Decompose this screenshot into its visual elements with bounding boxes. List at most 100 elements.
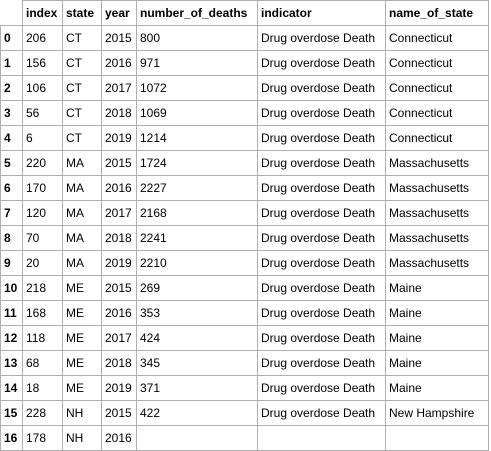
table-cell: Maine [385,275,489,301]
table-cell: Drug overdose Death [257,300,386,326]
table-cell: Maine [385,350,489,376]
table-cell: Maine [385,325,489,351]
table-cell: 424 [136,325,258,351]
column-header: index [22,0,63,26]
table-cell: Maine [385,375,489,401]
table-cell: Drug overdose Death [257,375,386,401]
table-cell: Massachusetts [385,200,489,226]
row-index-cell: 0 [0,25,23,51]
header-row: index state year number_of_deaths indica… [0,0,489,26]
table-row: 0 206 CT 2015 800 Drug overdose Death Connecti… [0,25,489,51]
table-cell: ME [62,325,102,351]
table-cell: 156 [22,50,63,76]
table-body: 0 206 CT 2015 800 Drug overdose Death Connecti… [0,25,489,451]
table-cell: 118 [22,325,63,351]
table-cell: 2017 [101,325,137,351]
table-cell: New Hampshire [385,400,489,426]
table-cell: 2016 [101,300,137,326]
table-row: 6 170 MA 2016 2227 Drug overdose Death Massach… [0,175,489,201]
table-cell: 800 [136,25,258,51]
table-cell: Drug overdose Death [257,400,386,426]
table-cell: 2016 [101,50,137,76]
table-row: 12 118 ME 2017 424 Drug overdose Death Maine [0,325,489,351]
table-cell: 220 [22,150,63,176]
table-cell: Drug overdose Death [257,150,386,176]
table-cell: 2015 [101,400,137,426]
table-row: 8 70 MA 2018 2241 Drug overdose Death Massachu… [0,225,489,251]
table-row: 11 168 ME 2016 353 Drug overdose Death Maine [0,300,489,326]
column-header: indicator [257,0,386,26]
table-cell: 120 [22,200,63,226]
table-cell: 2241 [136,225,258,251]
table-cell: CT [62,125,102,151]
row-index-cell: 2 [0,75,23,101]
table-cell: Drug overdose Death [257,325,386,351]
table-cell: CT [62,100,102,126]
table-cell: 20 [22,250,63,276]
row-index-cell: 1 [0,50,23,76]
table-cell: Drug overdose Death [257,175,386,201]
table-cell: Massachusetts [385,150,489,176]
table-cell: Drug overdose Death [257,125,386,151]
table-cell: Drug overdose Death [257,275,386,301]
table-cell: 206 [22,25,63,51]
table-cell: 2015 [101,150,137,176]
table-cell: 2015 [101,25,137,51]
table-row: 4 6 CT 2019 1214 Drug overdose Death Connectic… [0,125,489,151]
table-cell: Massachusetts [385,225,489,251]
table-row: 5 220 MA 2015 1724 Drug overdose Death Massach… [0,150,489,176]
row-index-cell: 8 [0,225,23,251]
table-cell: 1214 [136,125,258,151]
row-index-cell: 5 [0,150,23,176]
table-cell: MA [62,225,102,251]
row-index-cell: 13 [0,350,23,376]
table-row: 14 18 ME 2019 371 Drug overdose Death Maine [0,375,489,401]
table-cell: ME [62,350,102,376]
table-cell: 345 [136,350,258,376]
column-header: state [62,0,102,26]
table-cell: 422 [136,400,258,426]
table-cell: Connecticut [385,125,489,151]
row-index-cell: 7 [0,200,23,226]
table-cell: Massachusetts [385,250,489,276]
table-cell: Connecticut [385,50,489,76]
table-row: 10 218 ME 2015 269 Drug overdose Death Maine [0,275,489,301]
table-cell: 971 [136,50,258,76]
table-cell: 2019 [101,375,137,401]
table-cell: Drug overdose Death [257,225,386,251]
table-cell: Maine [385,300,489,326]
table-cell: 2168 [136,200,258,226]
index-corner-cell [0,0,23,26]
row-index-cell: 11 [0,300,23,326]
table-cell: NH [62,400,102,426]
table-cell: MA [62,150,102,176]
row-index-cell: 15 [0,400,23,426]
table-cell: 2019 [101,250,137,276]
table-cell: Massachusetts [385,175,489,201]
table-cell: Connecticut [385,25,489,51]
table-cell: 218 [22,275,63,301]
table-cell: CT [62,50,102,76]
table-cell: Drug overdose Death [257,350,386,376]
table-row: 15 228 NH 2015 422 Drug overdose Death New Ham… [0,400,489,426]
table-cell: 2017 [101,200,137,226]
table-cell: 2018 [101,350,137,376]
row-index-cell: 10 [0,275,23,301]
table-cell: 371 [136,375,258,401]
table-cell: 2019 [101,125,137,151]
row-index-cell: 9 [0,250,23,276]
table-cell: Drug overdose Death [257,50,386,76]
table-cell: Drug overdose Death [257,75,386,101]
table-cell: 2016 [101,175,137,201]
table-cell: Connecticut [385,100,489,126]
table-cell: 1069 [136,100,258,126]
table-cell: 1072 [136,75,258,101]
table-cell: 228 [22,400,63,426]
table-cell: 269 [136,275,258,301]
row-index-cell: 12 [0,325,23,351]
row-index-cell: 16 [0,425,23,451]
table-row: 1 156 CT 2016 971 Drug overdose Death Connecti… [0,50,489,76]
table-cell: 106 [22,75,63,101]
table-cell: Drug overdose Death [257,200,386,226]
